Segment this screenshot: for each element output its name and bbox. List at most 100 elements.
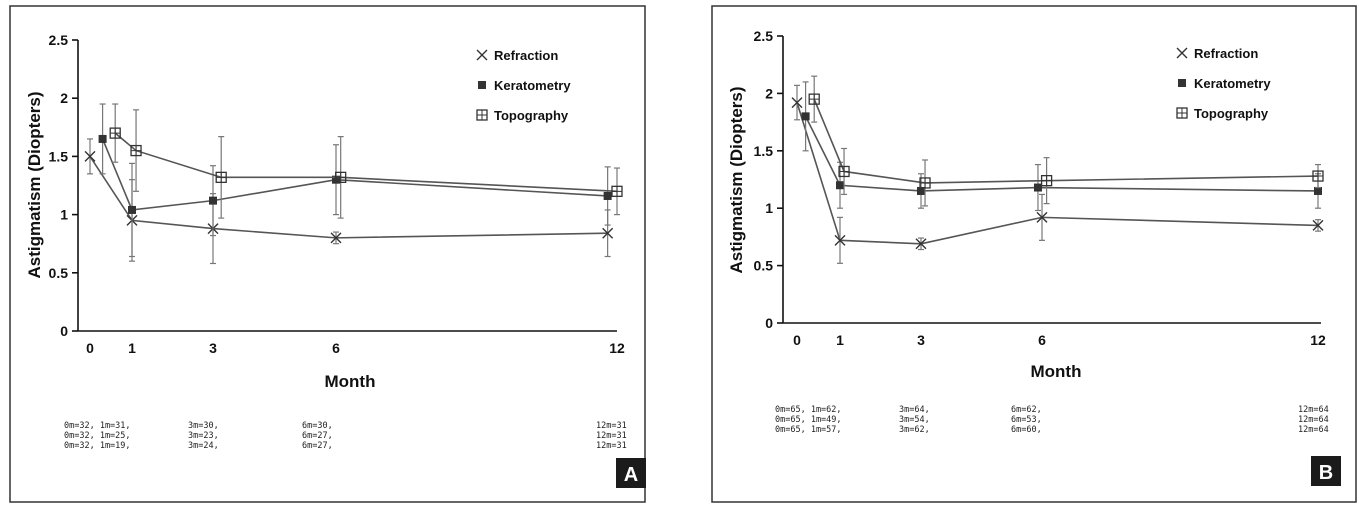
data-point-topography-cross xyxy=(216,172,227,183)
legend-a: Refraction Keratometry Topography xyxy=(476,48,571,123)
data-point-refraction xyxy=(330,232,342,244)
panel-letter-box-b xyxy=(1311,456,1341,486)
x-tick-label-b: 1 xyxy=(836,332,844,348)
data-point-refraction xyxy=(1312,219,1324,231)
sample-size-text: 3m=64, xyxy=(899,405,930,415)
sample-size-text: 0m=32, 1m=31, xyxy=(64,421,131,431)
sample-size-text: 6m=27, xyxy=(302,431,333,441)
series-a-refraction xyxy=(84,138,614,265)
data-point-topography-cross xyxy=(839,166,850,177)
y-axis-title-b: Astigmatism (Diopters) xyxy=(727,86,746,273)
data-point-topography-cross xyxy=(1041,175,1052,186)
chart-a-svg: 0 0.5 1 1.5 2 2.5 0 1 3 6 12 Month Astigmatism (Diop… xyxy=(9,5,646,503)
x-tick-label-b: 12 xyxy=(1310,332,1326,348)
sample-size-text: 6m=60, xyxy=(1011,425,1042,435)
y-axis-title-a: Astigmatism (Diopters) xyxy=(25,91,44,278)
data-point-refraction xyxy=(602,227,614,239)
sample-size-text: 12m=64 xyxy=(1298,415,1329,425)
x-tick-label-a: 0 xyxy=(86,340,94,356)
sample-size-text: 0m=65, 1m=57, xyxy=(775,425,842,435)
y-tick-label-b: 2 xyxy=(765,85,773,101)
x-axis-title-a: Month xyxy=(325,372,376,391)
x-tick-label-b: 3 xyxy=(917,332,925,348)
x-tick-label-b: 6 xyxy=(1038,332,1046,348)
x-axis-title-b: Month xyxy=(1031,362,1082,381)
panel-letter-a: A xyxy=(624,464,638,486)
y-tick-label-b: 1.5 xyxy=(754,143,774,159)
data-point-topography-cross xyxy=(612,186,622,197)
sample-size-text: 6m=53, xyxy=(1011,415,1042,425)
series-line-keratometry xyxy=(101,138,608,211)
y-tick-label-a: 1.5 xyxy=(49,148,69,164)
data-point-keratometry xyxy=(836,181,844,190)
data-point-refraction xyxy=(791,97,803,109)
series-a-topography xyxy=(109,103,623,219)
y-tick-label-a: 1 xyxy=(60,207,68,223)
sample-size-text: 6m=27, xyxy=(302,441,333,451)
chart-panel-a: 0 0.5 1 1.5 2 2.5 0 1 3 6 12 Month Astigmatism (Diop… xyxy=(0,0,655,506)
series-line-refraction xyxy=(89,155,608,239)
legend-label-refraction: Refraction xyxy=(494,48,558,63)
data-point-keratometry xyxy=(603,191,612,200)
data-point-keratometry xyxy=(209,196,217,205)
x-tick-label-a: 12 xyxy=(609,340,625,356)
y-tick-label-b: 0.5 xyxy=(754,258,774,274)
data-point-refraction xyxy=(1036,211,1048,223)
data-point-topography-cross xyxy=(131,145,142,156)
sample-size-text: 6m=30, xyxy=(302,421,333,431)
legend-marker-topography-cross xyxy=(1177,108,1187,118)
sample-size-text: 3m=54, xyxy=(899,415,930,425)
panel-letter-box-a xyxy=(616,458,646,488)
legend-label-refraction: Refraction xyxy=(1194,46,1258,61)
chart-frame-b xyxy=(711,5,1357,503)
sample-size-text: 3m=24, xyxy=(188,441,219,451)
data-point-topography-cross xyxy=(1313,171,1323,182)
sample-size-text: 12m=64 xyxy=(1298,405,1329,415)
panel-letter-b: B xyxy=(1319,462,1333,484)
sample-size-text: 3m=23, xyxy=(188,431,219,441)
legend-label-topography: Topography xyxy=(1194,106,1269,121)
data-point-refraction xyxy=(915,238,927,250)
data-point-refraction xyxy=(84,150,96,162)
legend-label-keratometry: Keratometry xyxy=(494,78,571,93)
x-tick-label-a: 3 xyxy=(209,340,217,356)
sample-size-text: 0m=65, 1m=49, xyxy=(775,415,842,425)
sample-size-text: 0m=32, 1m=25, xyxy=(64,431,131,441)
sample-size-text: 3m=30, xyxy=(188,421,219,431)
y-tick-label-b: 2.5 xyxy=(754,28,774,44)
sample-size-text: 6m=62, xyxy=(1011,405,1042,415)
chart-panel-b: 0 0.5 1 1.5 2 2.5 0 1 3 6 12 Month Astigmatism (Diop… xyxy=(706,0,1359,506)
legend-marker-refraction xyxy=(1176,47,1188,59)
series-line-refraction xyxy=(796,102,1319,245)
chart-b-svg: 0 0.5 1 1.5 2 2.5 0 1 3 6 12 Month Astigmatism (Diop… xyxy=(711,5,1357,503)
y-tick-label-a: 2.5 xyxy=(49,32,69,48)
sample-size-text: 12m=64 xyxy=(1298,425,1329,435)
data-point-keratometry xyxy=(98,134,107,143)
data-point-keratometry xyxy=(1033,183,1042,192)
sample-size-text: 12m=31 xyxy=(596,421,627,431)
y-tick-label-b: 0 xyxy=(765,315,773,331)
legend-label-topography: Topography xyxy=(494,108,569,123)
sample-size-text: 3m=62, xyxy=(899,425,930,435)
sample-size-text: 12m=31 xyxy=(596,431,627,441)
legend-marker-keratometry xyxy=(1178,79,1186,87)
y-tick-label-a: 0 xyxy=(60,323,68,339)
y-tick-label-a: 2 xyxy=(60,90,68,106)
legend-marker-keratometry xyxy=(478,81,486,89)
series-b-topography xyxy=(808,75,1324,207)
data-point-keratometry xyxy=(801,112,810,121)
chart-frame-a xyxy=(9,5,646,503)
sample-size-text: 0m=65, 1m=62, xyxy=(775,405,842,415)
data-point-topography-cross xyxy=(110,128,121,139)
sample-size-text: 0m=32, 1m=19, xyxy=(64,441,131,451)
data-point-refraction xyxy=(834,234,846,246)
data-point-topography-cross xyxy=(920,177,931,188)
legend-marker-refraction xyxy=(476,49,488,61)
series-line-topography xyxy=(114,132,618,193)
x-tick-label-a: 6 xyxy=(332,340,340,356)
series-b-keratometry xyxy=(801,81,1322,212)
legend-label-keratometry: Keratometry xyxy=(1194,76,1271,91)
sample-size-text: 12m=31 xyxy=(596,441,627,451)
legend-marker-topography-cross xyxy=(477,110,487,120)
data-point-topography-cross xyxy=(335,172,346,183)
